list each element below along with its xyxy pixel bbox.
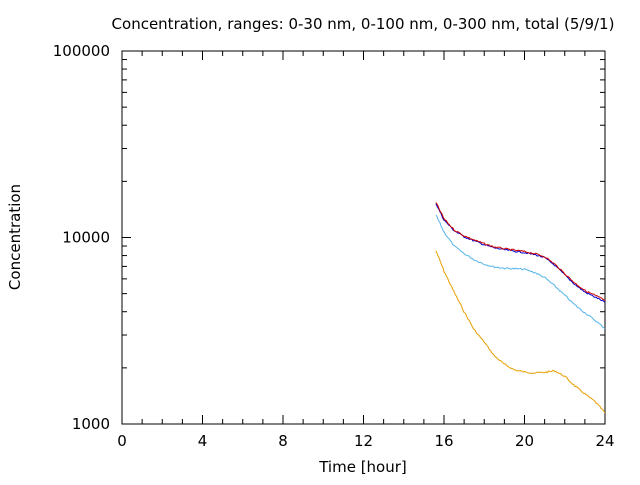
series-line-0 bbox=[435, 250, 606, 414]
x-tick-label: 0 bbox=[117, 432, 127, 450]
y-tick-label: 100000 bbox=[53, 42, 110, 60]
y-axis-label: Concentration bbox=[6, 184, 24, 290]
y-tick-label: 1000 bbox=[72, 415, 110, 433]
x-tick-label: 4 bbox=[198, 432, 208, 450]
series-line-3 bbox=[435, 202, 606, 301]
x-tick-label: 8 bbox=[278, 432, 288, 450]
chart-title: Concentration, ranges: 0-30 nm, 0-100 nm… bbox=[112, 15, 615, 33]
y-tick-label: 10000 bbox=[62, 229, 110, 247]
x-axis-label: Time [hour] bbox=[318, 458, 407, 476]
series-line-1 bbox=[435, 214, 606, 329]
x-tick-label: 12 bbox=[354, 432, 373, 450]
x-tick-label: 24 bbox=[595, 432, 614, 450]
x-tick-label: 16 bbox=[434, 432, 453, 450]
plot-frame bbox=[121, 50, 606, 425]
series-layer bbox=[435, 202, 606, 414]
x-tick-label: 20 bbox=[515, 432, 534, 450]
axes: 0 4 8 12 16 20 24 1000 10000 100000 bbox=[53, 42, 615, 450]
